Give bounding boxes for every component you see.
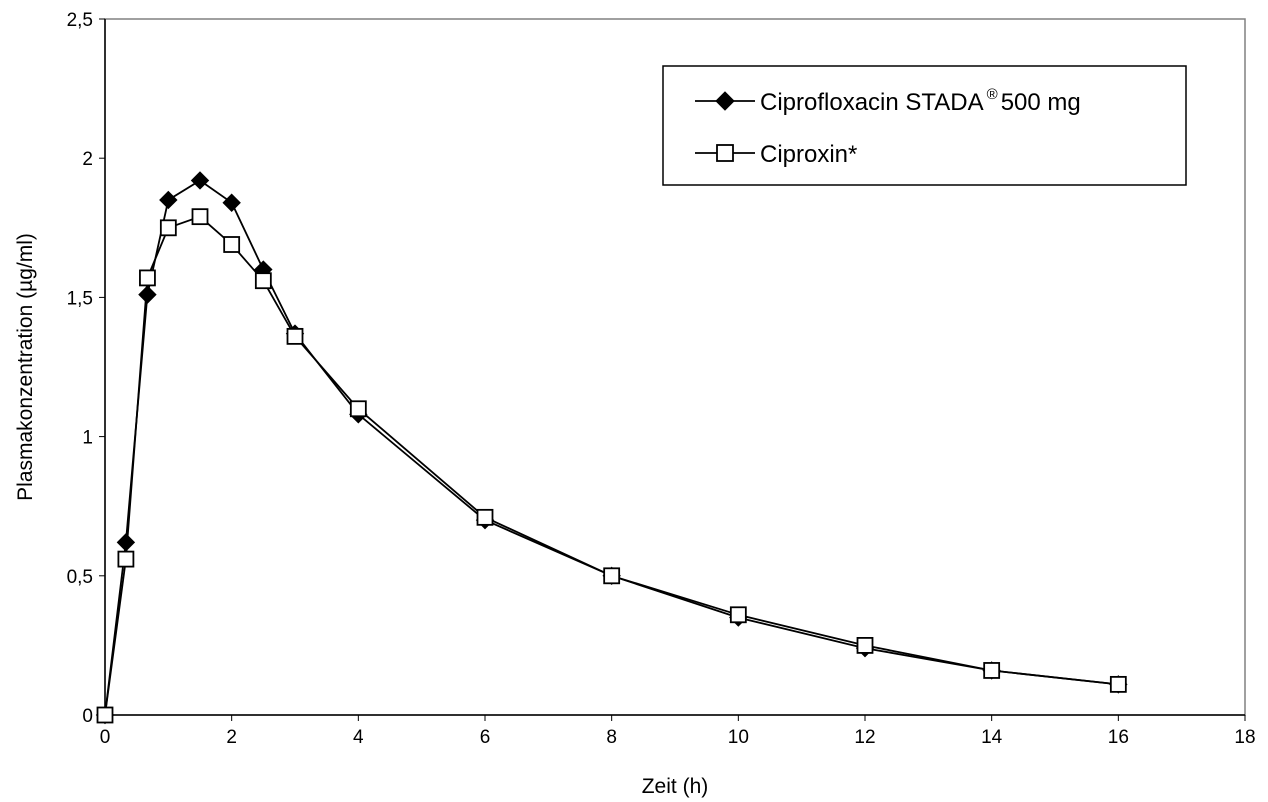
data-point-series-2 <box>223 236 241 253</box>
x-tick-label: 2 <box>226 727 237 748</box>
series-line-1 <box>104 179 1119 716</box>
data-point-series-1 <box>222 193 241 212</box>
data-point-series-2 <box>254 272 272 290</box>
x-tick-label: 0 <box>100 727 111 748</box>
data-point-series-1 <box>116 533 136 552</box>
y-tick-label: 2 <box>82 149 93 170</box>
x-tick-label: 16 <box>1108 727 1129 748</box>
data-point-series-2 <box>856 637 874 654</box>
x-tick-label: 18 <box>1234 727 1255 748</box>
data-point-series-2 <box>286 327 304 345</box>
y-axis-title: Plasmakonzentration (µg/ml) <box>14 233 37 501</box>
y-tick-label: 2,5 <box>67 10 93 31</box>
data-point-series-2 <box>139 269 156 287</box>
data-point-series-1 <box>190 171 210 190</box>
y-tick-label: 0,5 <box>67 567 93 588</box>
legend-label-series-1: Ciprofloxacin STADA ® 500 mg <box>760 86 1081 116</box>
legend: Ciprofloxacin STADA ® 500 mg Ciproxin* <box>662 65 1187 186</box>
data-point-series-2 <box>1109 675 1127 693</box>
data-point-series-2 <box>983 662 1001 679</box>
x-axis-title: Zeit (h) <box>642 775 709 798</box>
y-tick-label: 1 <box>82 428 93 449</box>
data-point-series-2 <box>159 219 177 237</box>
series-layer <box>95 171 1128 725</box>
x-tick-label: 4 <box>353 727 364 748</box>
data-point-series-1 <box>159 190 178 210</box>
axis-ticks: 0 2 4 6 8 10 12 14 16 18 0 0,5 1 1,5 2 2,5 <box>67 10 1256 748</box>
data-point-series-2 <box>729 606 747 624</box>
y-tick-label: 0 <box>82 706 93 727</box>
data-point-series-2 <box>349 400 367 418</box>
x-tick-label: 10 <box>728 727 749 748</box>
y-tick-label: 1,5 <box>67 288 93 309</box>
data-point-series-2 <box>476 508 494 526</box>
legend-diamond-marker <box>715 91 735 111</box>
data-point-series-2 <box>191 208 209 226</box>
data-point-series-1 <box>138 285 157 304</box>
x-tick-label: 14 <box>981 727 1003 748</box>
legend-box <box>662 65 1187 186</box>
data-point-series-2 <box>117 550 135 568</box>
legend-square-marker <box>716 144 734 162</box>
series-line-2 <box>104 215 1119 716</box>
legend-label-series-2: Ciproxin* <box>760 141 857 168</box>
data-point-series-2 <box>603 567 621 585</box>
x-tick-label: 8 <box>606 727 617 748</box>
x-tick-label: 6 <box>480 727 491 748</box>
x-tick-label: 12 <box>854 727 875 748</box>
data-point-series-2 <box>96 706 114 724</box>
